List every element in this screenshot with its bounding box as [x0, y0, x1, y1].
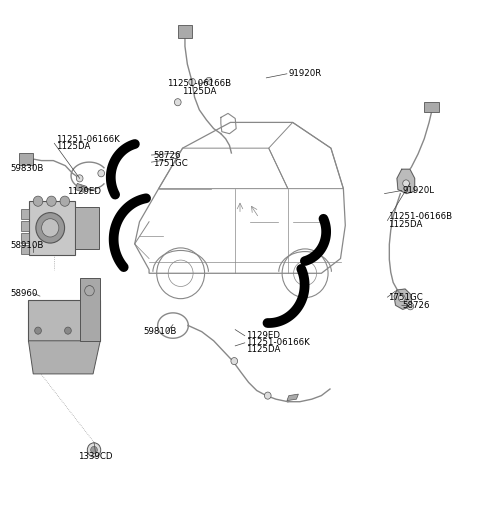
Circle shape [87, 443, 101, 457]
Text: 58910B: 58910B [10, 241, 44, 250]
Text: 1125DA: 1125DA [246, 346, 280, 354]
Bar [28, 300, 100, 341]
Circle shape [98, 169, 105, 177]
Bar [21, 233, 29, 243]
Polygon shape [75, 183, 87, 192]
Text: 11251-06166K: 11251-06166K [56, 135, 120, 144]
Circle shape [65, 327, 72, 334]
Circle shape [174, 99, 181, 106]
Circle shape [60, 196, 70, 206]
Bar [178, 25, 192, 38]
Bar [21, 221, 29, 231]
Circle shape [189, 78, 195, 86]
Polygon shape [287, 394, 299, 401]
Circle shape [403, 180, 409, 187]
Circle shape [205, 77, 212, 84]
Text: 11251-06166K: 11251-06166K [246, 338, 310, 347]
Text: 11251-06166B: 11251-06166B [388, 212, 453, 221]
Text: 59830B: 59830B [10, 164, 44, 173]
Bar [19, 153, 33, 165]
Circle shape [91, 446, 97, 454]
Circle shape [36, 213, 65, 243]
Circle shape [76, 175, 83, 182]
Circle shape [33, 196, 43, 206]
Circle shape [84, 286, 94, 296]
Text: 91920L: 91920L [403, 186, 435, 195]
Circle shape [47, 196, 56, 206]
Circle shape [42, 219, 59, 237]
Text: 1751GC: 1751GC [388, 293, 423, 302]
Text: 1125DA: 1125DA [388, 219, 423, 229]
Circle shape [86, 286, 93, 293]
Text: 1339CD: 1339CD [78, 452, 113, 461]
Text: 59810B: 59810B [144, 327, 177, 336]
Text: 58726: 58726 [403, 301, 430, 310]
Bar [74, 207, 99, 249]
Text: 1129ED: 1129ED [67, 187, 101, 196]
Text: 1125DA: 1125DA [182, 87, 216, 96]
Circle shape [264, 392, 271, 399]
Bar [80, 278, 100, 341]
Bar [21, 245, 29, 254]
Circle shape [35, 327, 41, 334]
Bar [21, 209, 29, 219]
Circle shape [231, 357, 238, 364]
Text: 1125DA: 1125DA [56, 143, 90, 151]
Text: 91920R: 91920R [289, 69, 322, 78]
FancyBboxPatch shape [29, 201, 74, 254]
Text: 11251-06166B: 11251-06166B [167, 79, 231, 89]
Text: 1751GC: 1751GC [153, 159, 188, 167]
Text: 58960: 58960 [10, 289, 37, 298]
Text: 1129ED: 1129ED [246, 331, 280, 340]
Text: 58726: 58726 [153, 151, 180, 159]
Bar [424, 102, 439, 112]
Polygon shape [397, 169, 415, 193]
Polygon shape [394, 289, 411, 309]
Circle shape [407, 303, 414, 310]
Circle shape [398, 295, 405, 302]
PathPatch shape [28, 341, 100, 374]
